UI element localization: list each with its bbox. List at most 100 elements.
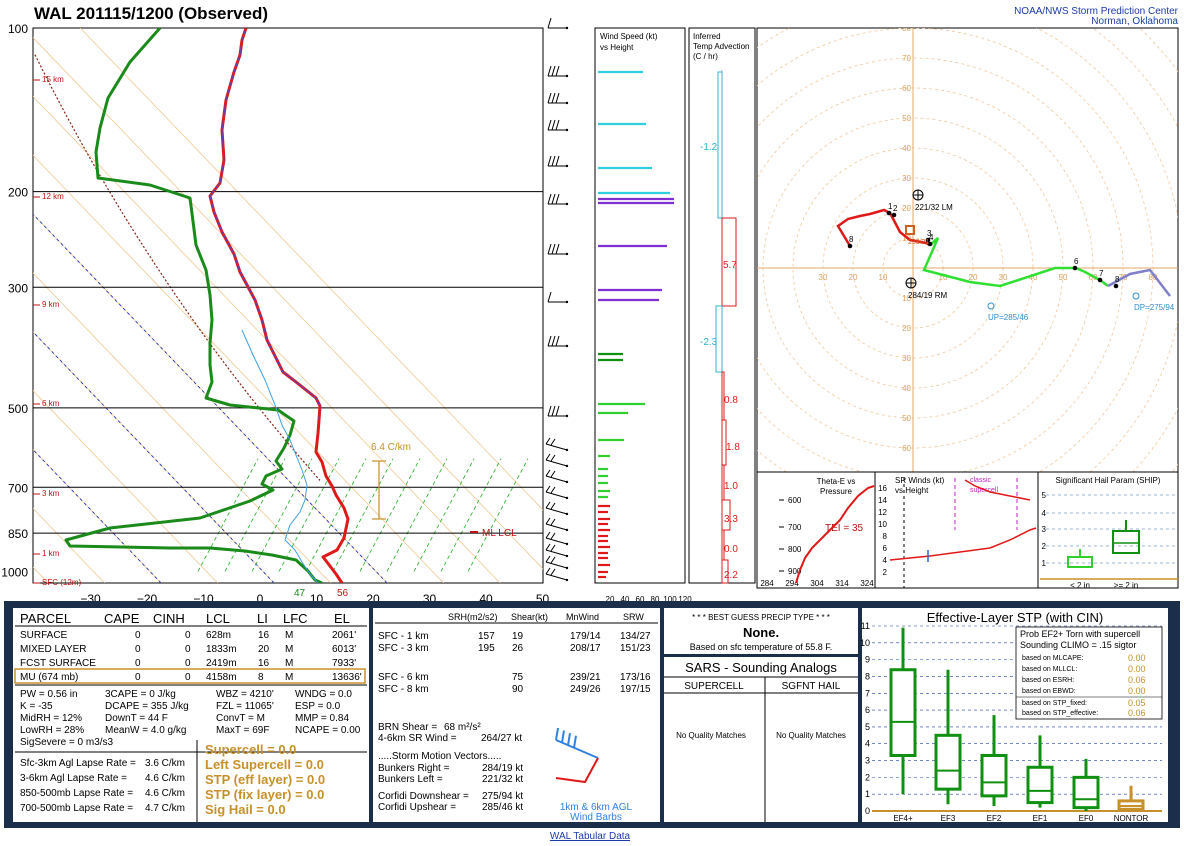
index-value: MeanW = 4.0 g/kg: [105, 725, 186, 736]
hodograph-tick: 50: [1059, 273, 1068, 282]
hodograph-tick: 60: [902, 84, 911, 93]
stp-box-ef2: [980, 715, 1008, 806]
hodograph-tick: 30: [819, 273, 828, 282]
wind-barb: [547, 92, 569, 105]
temp-advection-value: 3.3: [724, 514, 738, 525]
index-value: MidRH = 12%: [20, 713, 82, 724]
svg-text:No Quality Matches: No Quality Matches: [776, 731, 846, 740]
adiabat-line: [278, 458, 340, 572]
index-value: ConvT = M: [216, 713, 265, 724]
theta-pressure-tick: 900: [788, 567, 802, 576]
stp-tick: 11: [861, 621, 870, 631]
hodograph-tick: 40: [902, 144, 911, 153]
wind-barb: [547, 291, 569, 304]
index-value: ESP = 0.0: [295, 701, 341, 712]
hodograph-tick: 20: [902, 204, 911, 213]
kinematics-shear: 19: [512, 631, 524, 642]
theta-pressure-tick: 700: [788, 523, 802, 532]
svg-text:Pressure: Pressure: [820, 487, 853, 496]
hodograph-tick: 20: [902, 324, 911, 333]
parcel-cell: 0: [185, 630, 191, 641]
isotherm-grid: [33, 28, 543, 583]
org-line-1: NOAA/NWS Storm Prediction Center: [1014, 6, 1179, 17]
hodograph-trace-3-6km: [922, 237, 1109, 288]
pressure-label: 1000: [1, 565, 28, 579]
stp-category: EF1: [1033, 814, 1048, 823]
reference-line: [33, 213, 388, 583]
adiabat-line: [359, 458, 421, 572]
tei-label: TEI = 35: [825, 523, 864, 534]
stp-tick: 10: [860, 638, 870, 648]
isotherm-line: [33, 566, 49, 583]
hodograph-trace-upper: [1107, 268, 1171, 297]
stp-based-label: based on STP_effective:: [1022, 710, 1098, 717]
temp-advection-bar: [721, 499, 731, 531]
svg-text:Inferred: Inferred: [693, 32, 721, 41]
stp-based-label: based on STP_fixed:: [1022, 700, 1087, 707]
kinematics-srw: 151/23: [620, 643, 651, 654]
ship-tick: 5: [1042, 491, 1047, 500]
parcel-header: LFC: [283, 611, 308, 626]
wind-barb: [545, 517, 569, 532]
svg-text:Significant Hail Param (SHIP): Significant Hail Param (SHIP): [1056, 476, 1161, 485]
ml-lcl-label: ML LCL: [482, 528, 517, 539]
rm-label: 284/19 RM: [908, 291, 947, 300]
height-label: 9 km: [42, 300, 60, 309]
kinematics-panel: SRH(m2/s2) Shear(kt) MnWind SRW SFC - 1 km 15…: [373, 608, 660, 823]
left-mover-marker: [912, 189, 924, 201]
stp-title: Effective-Layer STP (with CIN): [927, 610, 1104, 625]
temp-advection-panel: Inferred Temp Advection (C / hr) -1.2 5.7…: [688, 27, 756, 584]
hodograph-km-label: 7: [1099, 269, 1104, 278]
stp-based-value: 0.00: [1128, 664, 1146, 674]
stp-box-ef1: [1026, 735, 1054, 808]
parcel-cell: 0: [135, 630, 141, 641]
stp-panel: Effective-Layer STP (with CIN) 111098765…: [860, 608, 1168, 823]
stp-box-nontor: [1117, 785, 1145, 811]
hodograph-tick: 30: [902, 354, 911, 363]
parcel-header: LI: [257, 611, 268, 626]
parcel-trace: [34, 54, 321, 481]
org-line-2: Norman, Oklahoma: [1091, 16, 1178, 27]
storm-motion-value: 275/94 kt: [482, 791, 523, 802]
isotherm-line: [33, 390, 218, 583]
lapse-rate-value: 4.6 C/km: [145, 788, 185, 799]
parcel-cell: 2419m: [206, 658, 237, 669]
hodograph-tick: 30: [902, 174, 911, 183]
temp-advection-value: 1.8: [726, 442, 740, 453]
isotherm-line: [33, 272, 331, 583]
wind-barb: [545, 567, 569, 582]
wetbulb-profile: [241, 329, 319, 583]
stp-category: EF2: [987, 814, 1002, 823]
stp-based-value: 0.06: [1128, 708, 1146, 718]
wind-speed-tick: 60: [636, 595, 645, 604]
sr-height-tick: 4: [883, 556, 888, 565]
reference-line: [33, 448, 162, 583]
wind-barb: [547, 193, 569, 206]
storm-motion-label: Bunkers Left =: [378, 774, 443, 785]
kinematics-mnwind: 179/14: [570, 631, 601, 642]
parcel-cell: M: [285, 658, 293, 669]
temp-advection-bar: [715, 305, 723, 373]
adiabat-line: [386, 458, 448, 572]
stp-based-label: based on EBWD:: [1022, 688, 1076, 695]
kinematics-srw: 173/16: [620, 672, 651, 683]
mean-wind-label: 239/21: [908, 239, 930, 246]
ship-category: < 2 in: [1070, 581, 1090, 590]
wind-barb: [545, 437, 569, 452]
parcel-cell: FCST SURFACE: [20, 658, 96, 669]
index-value: DownT = 44 F: [105, 713, 168, 724]
mu-row-highlight: [14, 668, 366, 684]
right-mover-marker: [905, 277, 917, 289]
parcel-header: CAPE: [104, 611, 140, 626]
parcel-header: LCL: [206, 611, 230, 626]
sars-title: SARS - Sounding Analogs: [685, 660, 837, 675]
wind-speed-tick: 100: [663, 595, 677, 604]
temp-advection-bar: [721, 559, 729, 584]
stp-tick: 5: [865, 722, 870, 732]
pressure-label: 700: [8, 481, 28, 495]
pressure-label: 200: [8, 186, 28, 200]
wind-barb: [545, 543, 569, 558]
tabular-data-link[interactable]: WAL Tabular Data: [550, 831, 631, 842]
svg-text:supercell: supercell: [970, 487, 998, 494]
